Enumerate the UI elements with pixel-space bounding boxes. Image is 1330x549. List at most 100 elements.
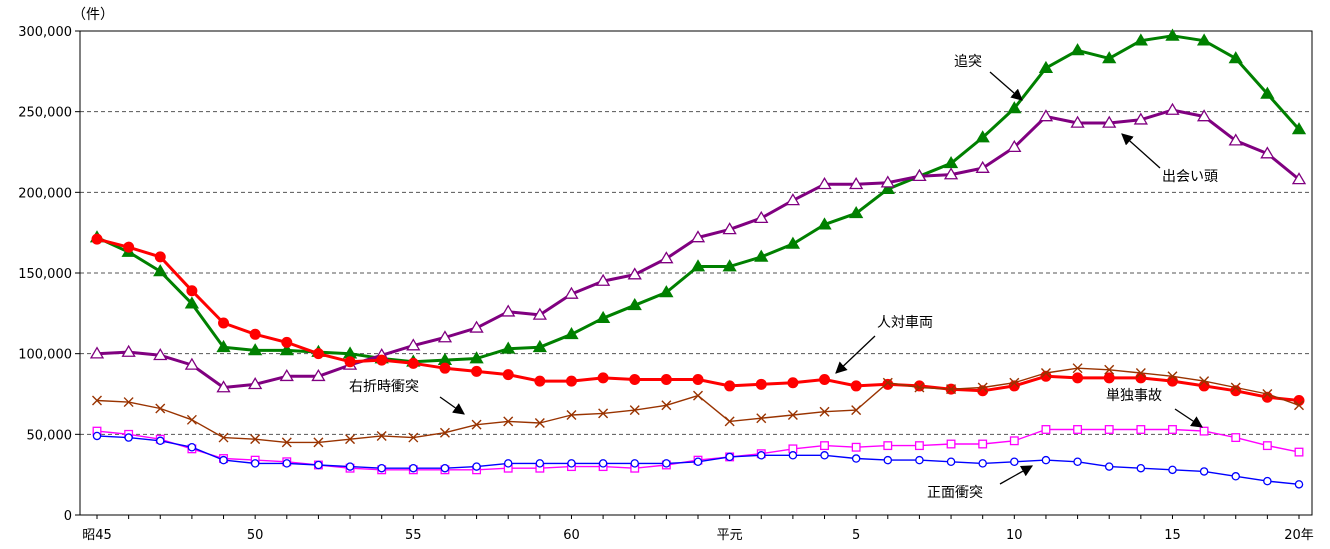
data-point [595,310,611,324]
x-tick-label: 昭45 [82,528,112,543]
data-point [313,437,324,448]
data-point [91,233,103,245]
data-point [693,390,703,401]
data-point [1199,376,1210,387]
data-point [1231,433,1241,443]
data-point [437,330,453,343]
x-tick-label: 50 [247,528,264,543]
data-point [439,427,450,438]
plot-frame [79,30,1313,516]
data-point [344,356,356,368]
data-point [567,459,576,468]
data-point [248,343,263,356]
data-point [1010,457,1019,467]
x-tick-label: 平元 [717,528,743,543]
data-point [883,455,893,465]
data-point [630,459,639,468]
data-point [662,459,671,468]
data-point [1041,455,1051,465]
data-point [92,431,102,441]
data-point [155,403,166,414]
data-point [598,459,608,468]
data-point [532,307,547,320]
data-point [943,167,959,180]
data-point [880,175,895,188]
data-point [219,455,228,465]
y-tick-label: 0 [64,509,72,524]
data-point [1009,436,1019,446]
data-point [946,384,957,395]
data-point [1167,371,1178,382]
data-point [1135,368,1146,379]
data-point [597,372,609,384]
data-point [186,414,197,425]
data-point [218,432,229,443]
x-tick-label: 55 [405,528,422,543]
data-point [469,320,484,333]
data-point [882,377,893,388]
data-point [1291,172,1307,185]
annotation-shomen: 正面衝突 [927,485,983,501]
data-point [1133,112,1148,125]
data-point [946,439,956,449]
data-point [439,362,451,374]
data-point [850,380,862,392]
data-point [1231,472,1240,481]
data-point [598,408,609,419]
x-tick-label: 20年 [1284,528,1314,543]
data-point [409,463,418,473]
data-point [851,442,861,452]
data-point [754,249,769,262]
annotation-arrow [835,335,876,374]
data-point [1165,102,1180,115]
data-point [1168,425,1177,434]
data-point [629,373,641,385]
data-point [1196,33,1212,46]
data-point [121,344,136,357]
y-tick-label: 50,000 [27,428,73,443]
data-point [187,442,197,452]
data-point [123,397,134,408]
x-tick-label: 15 [1164,528,1181,543]
data-point [248,377,263,390]
data-point [1007,139,1022,153]
data-point [1038,109,1054,122]
data-point [725,452,734,462]
data-point [1007,101,1022,114]
data-point [535,459,545,468]
data-point [788,451,798,460]
data-point [975,160,990,173]
data-point [754,210,769,223]
data-point [1196,109,1212,122]
data-point [154,251,166,263]
data-point [1104,462,1114,471]
data-point [279,368,294,382]
data-point [311,368,326,382]
data-point [376,354,388,366]
data-point [914,441,924,451]
data-point [722,259,737,272]
data-point [1136,463,1146,473]
data-point [880,181,895,194]
data-point [627,267,642,280]
data-point [1294,480,1304,489]
annotation-usetsuji: 右折時衝突 [349,379,419,395]
data-point [408,432,419,443]
data-point [1260,86,1275,99]
y-tick-label: 300,000 [18,25,72,40]
data-point [156,436,165,446]
data-point [913,380,925,392]
data-point [690,259,706,272]
data-point [1228,133,1243,146]
data-point [883,441,893,451]
data-point [1294,447,1304,457]
data-point [629,405,640,416]
series-usetsuji [92,363,1304,448]
data-point [757,451,766,460]
data-point [1073,457,1082,467]
data-point [564,327,579,340]
data-point [1199,467,1209,476]
data-point [503,459,513,468]
data-point [92,395,102,406]
